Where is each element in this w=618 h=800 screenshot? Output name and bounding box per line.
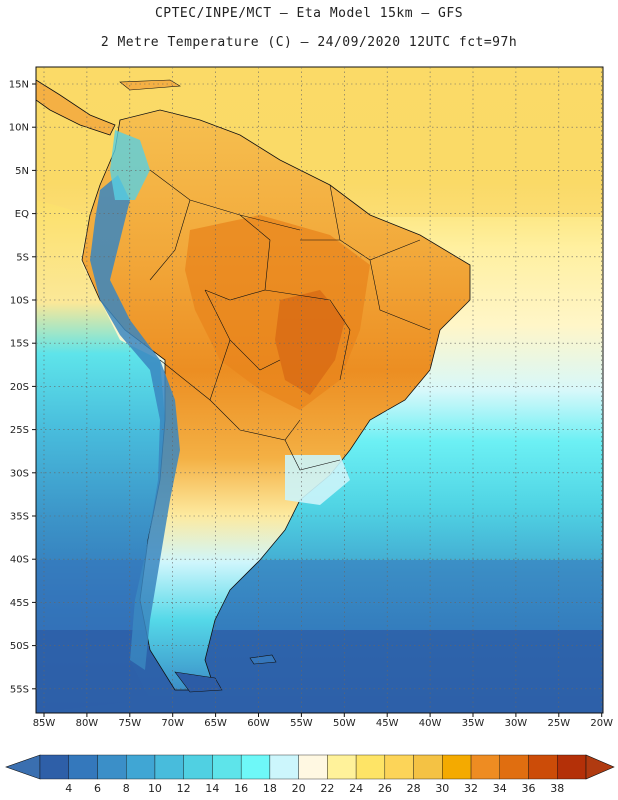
andes-cold-stripe [90, 175, 180, 670]
colorbar-swatch [413, 754, 443, 780]
colorbar-swatch [384, 754, 414, 780]
colorbar-label: 32 [464, 782, 478, 795]
colorbar-label: 18 [263, 782, 277, 795]
colorbar-label: 36 [522, 782, 536, 795]
country-borders [149, 169, 431, 471]
colorbar-swatch [355, 754, 386, 780]
lat-label: 10S [10, 296, 29, 307]
longitude-labels: 85W 80W 75W 70W 65W 60W 55W 50W 45W 40W 35W 30W 25W 2… [33, 718, 613, 729]
lon-label: 85W [33, 718, 56, 729]
colorbar-swatch [557, 754, 587, 780]
colorbar-swatch [68, 754, 98, 780]
lat-label: 30S [10, 468, 29, 479]
lon-label: 30W [505, 718, 528, 729]
colorbar-swatch [126, 754, 156, 780]
lat-label: 40S [10, 555, 29, 566]
latitude-labels: 15N 10N 5N EQ 5S 10S 15S 20S 25S 30S 35S 40S 45S 50S 5… [9, 80, 29, 696]
colorbar-swatch [470, 754, 500, 780]
tierra-del-fuego [174, 671, 223, 693]
lat-label: 55S [10, 684, 29, 695]
colorbar-label: 24 [349, 782, 363, 795]
colorbar-label: 4 [65, 782, 72, 795]
lon-label: 25W [547, 718, 570, 729]
lat-label: 50S [10, 641, 29, 652]
colorbar-label: 34 [493, 782, 507, 795]
lat-label: 20S [10, 382, 29, 393]
colorbar-label: 28 [407, 782, 421, 795]
southern-colder-band [36, 630, 603, 713]
lon-label: 50W [333, 718, 356, 729]
lat-label: 15S [10, 339, 29, 350]
colorbar-swatch [183, 754, 213, 780]
colorbar-swatch [528, 754, 558, 780]
falkland-islands [249, 654, 277, 665]
lon-label: 65W [204, 718, 227, 729]
northern-andes-region [110, 130, 150, 200]
graticule [32, 67, 603, 717]
colorbar-swatch [97, 754, 127, 780]
map-area [36, 67, 603, 713]
lon-label: 40W [419, 718, 442, 729]
colorbar-labels: 4 6 8 10 12 14 16 18 20 22 24 26 28 30 32 34 36 38 [65, 782, 564, 795]
lat-label: 25S [10, 425, 29, 436]
colorbar-label: 6 [94, 782, 101, 795]
lon-label: 60W [247, 718, 270, 729]
lat-label: 15N [9, 80, 29, 91]
lon-label: 45W [376, 718, 399, 729]
lat-label: 35S [10, 512, 29, 523]
central-america-land [36, 79, 116, 136]
colorbar-label: 20 [292, 782, 306, 795]
hottest-core-region [275, 290, 345, 395]
colorbar-swatch [442, 754, 472, 780]
colorbar-low-arrow [5, 754, 41, 780]
colorbar-swatch [269, 754, 299, 780]
lon-label: 35W [462, 718, 485, 729]
lat-label: EQ [15, 209, 29, 220]
colorbar-swatch [212, 754, 242, 780]
colorbar-label: 8 [123, 782, 130, 795]
map-title-line1: CPTEC/INPE/MCT – Eta Model 15km – GFS [154, 6, 464, 21]
colorbar-label: 10 [148, 782, 162, 795]
lon-label: 70W [161, 718, 184, 729]
lon-label: 55W [290, 718, 313, 729]
lat-label: 45S [10, 598, 29, 609]
colorbar-label: 16 [234, 782, 248, 795]
colorbar-label: 12 [177, 782, 191, 795]
lon-label: 75W [118, 718, 141, 729]
colorbar-swatch [154, 754, 184, 780]
lat-label: 5S [16, 252, 29, 263]
colorbar-swatch [240, 754, 271, 780]
colorbar-label: 30 [435, 782, 449, 795]
colorbar-label: 14 [205, 782, 219, 795]
colorbar-label: 26 [378, 782, 392, 795]
map-title-line2: 2 Metre Temperature (C) – 24/09/2020 12U… [100, 35, 518, 50]
colorbar-swatch [327, 754, 357, 780]
map-frame [35, 66, 604, 714]
lat-label: 10N [9, 123, 29, 134]
lat-label: 5N [15, 166, 29, 177]
lon-label: 20W [590, 718, 613, 729]
colorbar-high-arrow [585, 754, 615, 780]
colorbar-swatch [499, 754, 529, 780]
lon-label: 80W [76, 718, 99, 729]
temperature-colorbar [5, 754, 615, 780]
colorbar-label: 22 [320, 782, 334, 795]
caribbean-islands [119, 79, 181, 91]
colorbar-swatch [39, 754, 69, 780]
colorbar-swatch [298, 754, 328, 780]
colorbar-label: 38 [550, 782, 564, 795]
